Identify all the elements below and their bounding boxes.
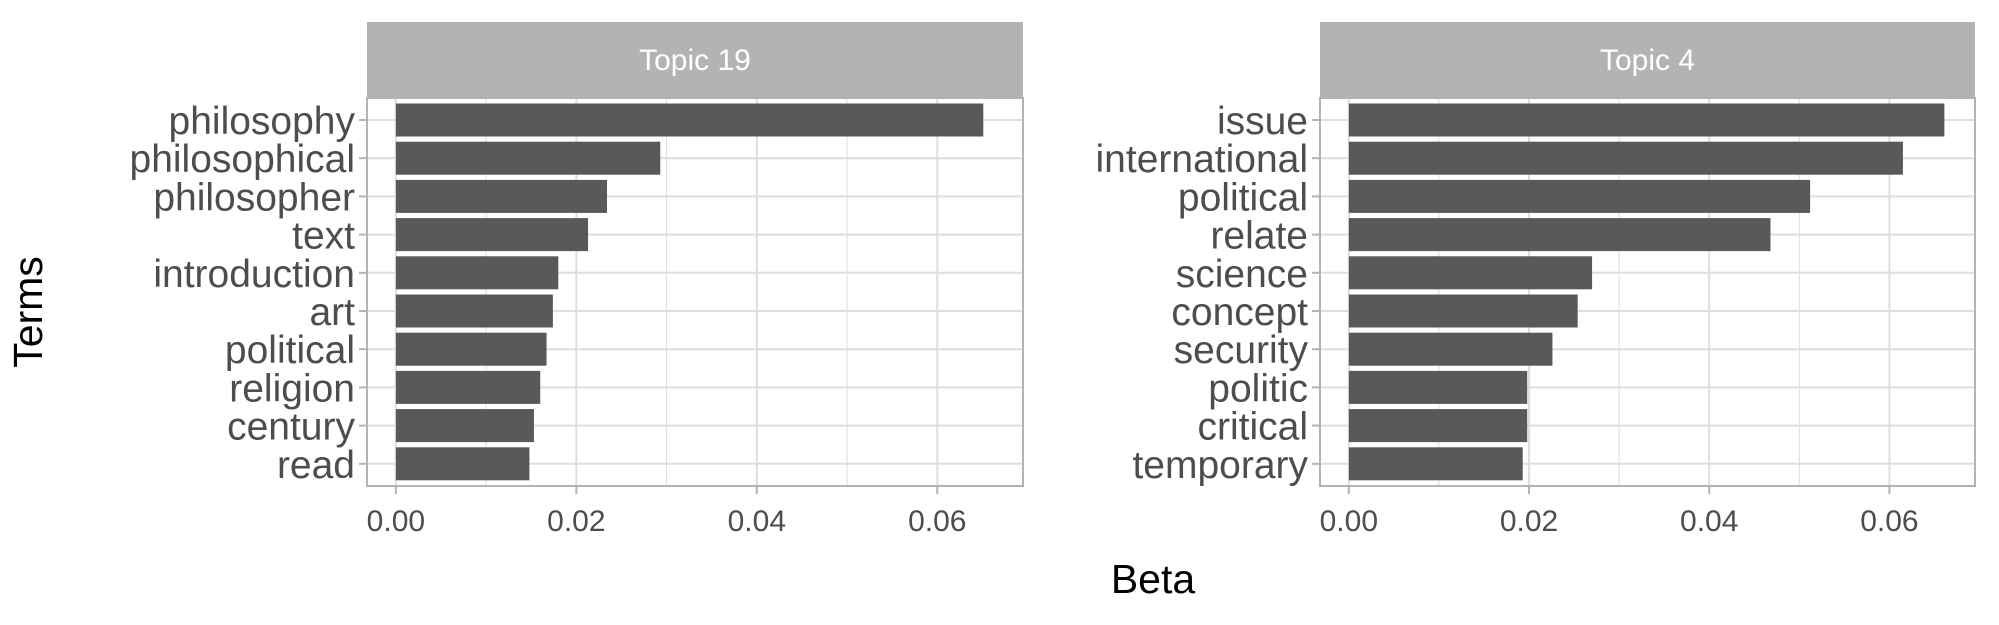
- bar: [395, 179, 608, 213]
- term-label: politic: [1208, 367, 1308, 410]
- bar: [1348, 409, 1528, 443]
- x-tick-label: 0.02: [1500, 505, 1558, 538]
- term-label: temporary: [1132, 444, 1308, 487]
- facet-strip-title: Topic 19: [639, 44, 751, 77]
- term-label: text: [292, 215, 355, 258]
- bar: [1348, 256, 1593, 290]
- bar: [1348, 447, 1523, 481]
- x-tick-label: 0.06: [908, 505, 966, 538]
- bar: [395, 218, 589, 252]
- bar: [395, 256, 559, 290]
- bar: [395, 409, 534, 443]
- panel-1: Topic 19 philosophyphilosophicalphilosoph…: [130, 22, 1024, 538]
- bar: [1348, 332, 1553, 366]
- term-label: philosophical: [130, 138, 356, 181]
- bar: [395, 370, 541, 404]
- bar: [1348, 294, 1578, 328]
- x-tick-label: 0.04: [728, 505, 786, 538]
- facet-strip: [367, 22, 1023, 98]
- bar: [395, 332, 547, 366]
- bar: [1348, 103, 1945, 137]
- term-label: international: [1096, 138, 1308, 181]
- bar: [1348, 141, 1903, 175]
- x-tick-label: 0.00: [1320, 505, 1378, 538]
- term-label: critical: [1197, 406, 1308, 449]
- facet-strip-title: Topic 4: [1600, 44, 1695, 77]
- x-tick-label: 0.04: [1680, 505, 1738, 538]
- term-label: concept: [1171, 291, 1308, 334]
- bar: [395, 141, 661, 175]
- term-label: science: [1176, 253, 1308, 296]
- term-label: read: [277, 444, 355, 487]
- term-label: relate: [1210, 215, 1308, 258]
- x-tick-label: 0.02: [547, 505, 605, 538]
- panel-2: Topic 4 issueinternationalpoliticalrelate…: [1096, 22, 1976, 538]
- bar: [395, 103, 984, 137]
- term-label: introduction: [153, 253, 355, 296]
- term-label: religion: [229, 367, 355, 410]
- bar: [1348, 370, 1528, 404]
- term-label: issue: [1217, 100, 1308, 143]
- bar: [1348, 179, 1811, 213]
- bar: [1348, 218, 1771, 252]
- facet-strip: [1320, 22, 1975, 98]
- term-label: philosopher: [153, 176, 355, 219]
- term-label: century: [227, 406, 355, 449]
- term-label: art: [309, 291, 355, 334]
- x-tick-label: 0.06: [1860, 505, 1918, 538]
- x-axis-title: Beta: [1111, 556, 1196, 602]
- bar: [395, 294, 553, 328]
- x-tick-label: 0.00: [367, 505, 425, 538]
- term-label: political: [225, 329, 355, 372]
- term-label: security: [1174, 329, 1309, 372]
- term-label: political: [1178, 176, 1308, 219]
- bar: [395, 447, 530, 481]
- panels-layer: Topic 19 philosophyphilosophicalphilosoph…: [130, 22, 1976, 538]
- y-axis-title: Terms: [5, 256, 51, 368]
- term-label: philosophy: [169, 100, 356, 143]
